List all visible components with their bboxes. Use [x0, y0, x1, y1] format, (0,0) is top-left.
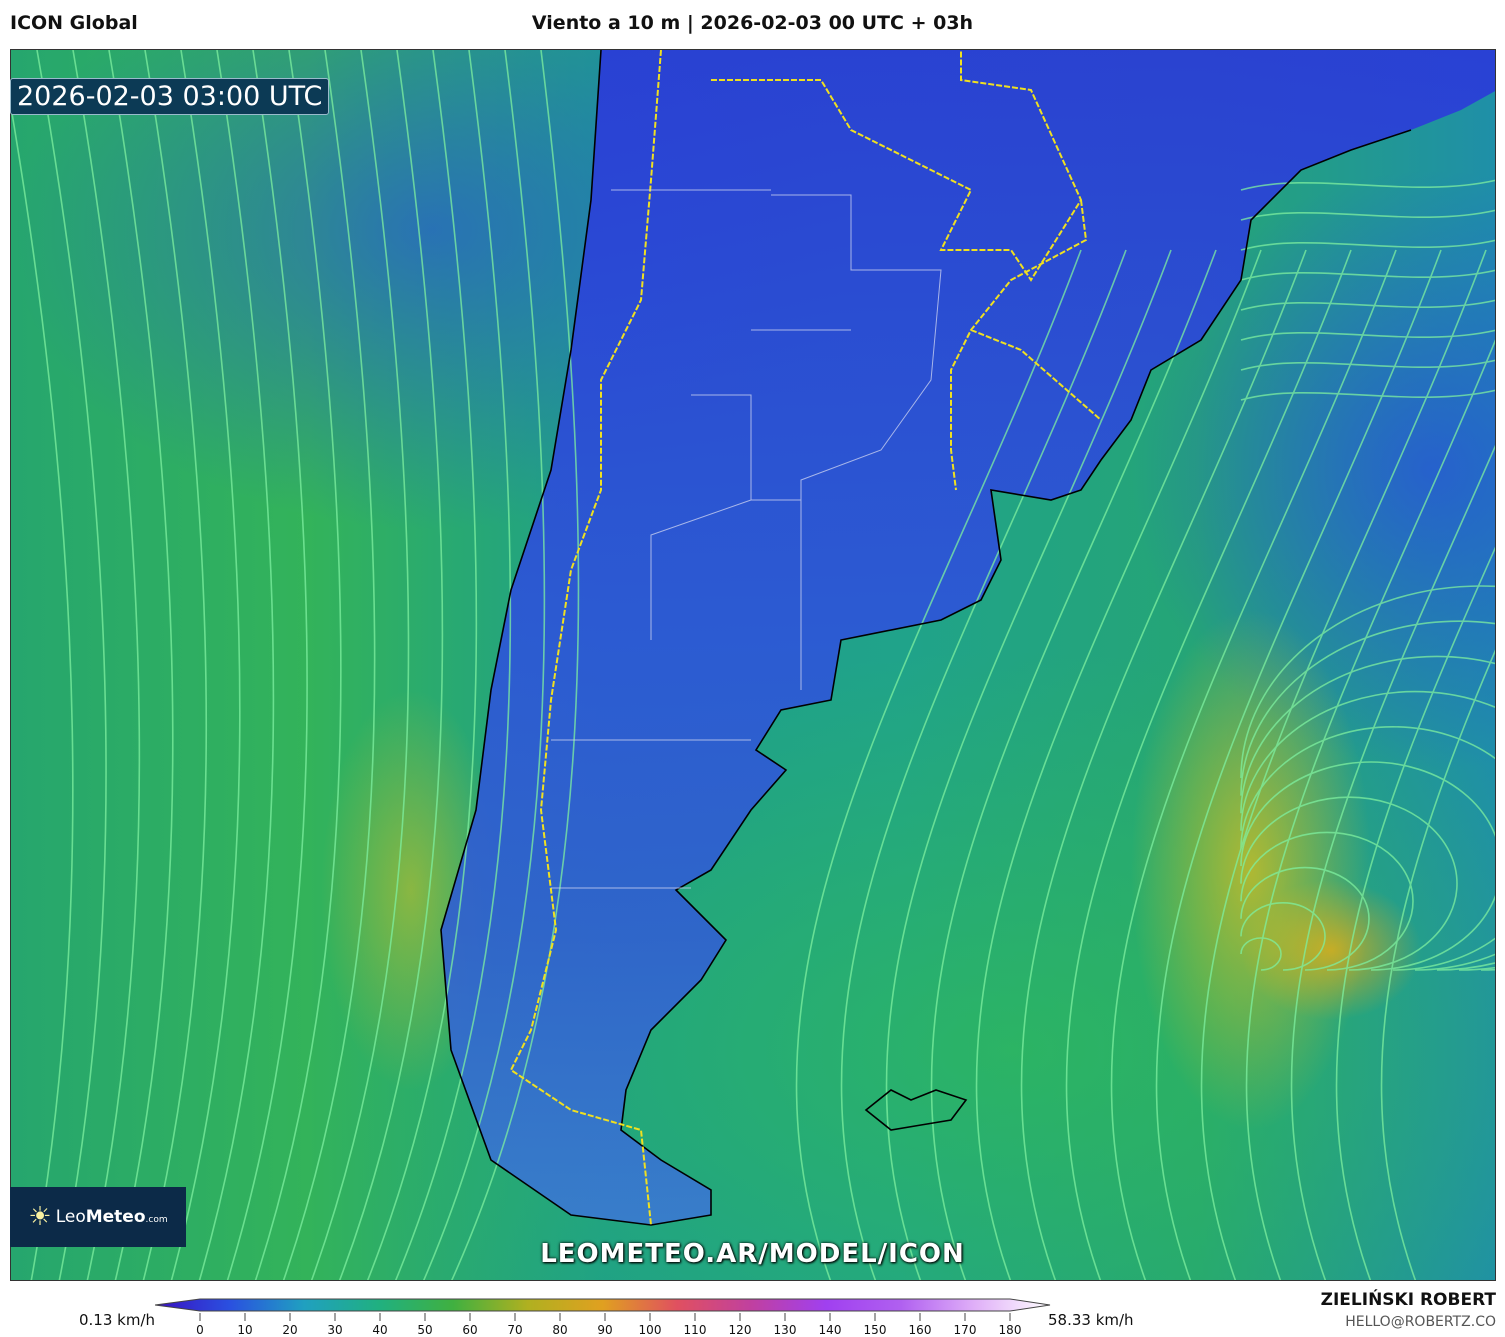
colorbar-tick-label: 50 — [417, 1323, 433, 1337]
streamline — [198, 50, 275, 1280]
streamline — [1240, 389, 1495, 401]
streamline — [1240, 937, 1282, 971]
colorbar-tick-label: 100 — [638, 1323, 662, 1337]
colorbar-tick-label: 120 — [728, 1323, 752, 1337]
streamline — [840, 249, 1127, 1280]
streamline — [1245, 339, 1495, 1280]
streamline — [1155, 249, 1442, 1280]
colorbar-tick-label: 0 — [196, 1323, 204, 1337]
colorbar-tick-label: 20 — [282, 1323, 298, 1337]
streamline — [1290, 444, 1495, 1280]
streamline — [885, 249, 1172, 1280]
colorbar-tick-label: 40 — [372, 1323, 388, 1337]
streamline — [1020, 249, 1307, 1280]
streamline — [930, 249, 1217, 1280]
colorbar-tick-label: 130 — [773, 1323, 797, 1337]
streamline — [282, 50, 376, 1280]
streamline — [795, 249, 1082, 1280]
colorbar-tick-label: 180 — [998, 1323, 1022, 1337]
valid-time-label: 2026-02-03 03:00 UTC — [10, 78, 330, 115]
streamline — [1335, 546, 1495, 1280]
map-layer — [11, 50, 1495, 1280]
streamline — [394, 50, 512, 1280]
streamline — [1240, 761, 1495, 971]
streamline — [36, 50, 107, 1280]
author-credit: ZIELIŃSKI ROBERT — [1320, 1290, 1496, 1310]
streamline — [1240, 831, 1414, 971]
streamline — [1240, 269, 1495, 281]
streamline — [72, 50, 141, 1280]
colorbar-min-label: 0.13 km/h — [79, 1311, 156, 1329]
streamline — [975, 249, 1262, 1280]
streamline — [1240, 585, 1495, 971]
streamline — [366, 50, 478, 1280]
colorbar-tick-label: 110 — [683, 1323, 707, 1337]
province-borders — [551, 189, 942, 889]
streamline — [1240, 690, 1495, 971]
streamline — [422, 50, 546, 1280]
streamline — [226, 50, 308, 1280]
logo-tld: .com — [145, 1214, 168, 1225]
leometeo-logo[interactable]: ☀ Leo Meteo .com — [10, 1187, 186, 1247]
streamline — [108, 50, 174, 1280]
streamline — [310, 50, 410, 1280]
logo-meteo: Meteo — [85, 1207, 146, 1227]
streamline — [1240, 359, 1495, 371]
colorbar-tick-label: 80 — [552, 1323, 568, 1337]
colorbar-tick-label: 160 — [908, 1323, 932, 1337]
coastline — [440, 50, 1412, 1226]
streamline — [1240, 299, 1495, 311]
colorbar-tick-label: 140 — [818, 1323, 842, 1337]
streamline — [1240, 726, 1495, 971]
model-name: ICON Global — [10, 12, 138, 34]
logo-leo: Leo — [55, 1207, 86, 1227]
falkland-islands — [864, 1089, 968, 1131]
colorbar-tick-label: 70 — [507, 1323, 523, 1337]
streamline — [1240, 796, 1458, 971]
streamline — [254, 50, 342, 1280]
colorbar-tick-label: 60 — [462, 1323, 478, 1337]
streamline — [1065, 249, 1352, 1280]
colorbar-tick-label: 10 — [237, 1323, 253, 1337]
watermark-url: LEOMETEO.AR/MODEL/ICON — [540, 1239, 965, 1269]
streamline — [1240, 239, 1495, 251]
streamline — [142, 50, 208, 1280]
streamline — [338, 50, 444, 1280]
streamline — [1240, 329, 1495, 341]
streamline — [1240, 620, 1495, 971]
streamline — [1240, 179, 1495, 191]
colorbar-tick-label: 30 — [327, 1323, 343, 1337]
colorbar-tick-label: 170 — [953, 1323, 977, 1337]
sun-icon: ☀ — [28, 1202, 52, 1232]
land-area — [441, 50, 1495, 1225]
map-title: Viento a 10 m | 2026-02-03 00 UTC + 03h — [531, 12, 974, 34]
streamline — [1380, 649, 1495, 1280]
author-email[interactable]: HELLO@ROBERTZ.CO — [1345, 1314, 1496, 1330]
colorbar-max-label: 58.33 km/h — [1048, 1311, 1134, 1329]
streamline — [1240, 209, 1495, 221]
streamline — [1240, 902, 1326, 971]
streamline — [1200, 249, 1487, 1280]
streamline — [1110, 249, 1397, 1280]
country-borders — [509, 50, 1102, 1226]
colorbar — [155, 1298, 1051, 1321]
wind-map[interactable] — [10, 49, 1496, 1281]
streamline — [451, 50, 580, 1280]
streamline — [1240, 655, 1495, 971]
streamline — [170, 50, 241, 1280]
streamline — [1240, 866, 1370, 971]
colorbar-tick-label: 90 — [597, 1323, 613, 1337]
colorbar-tick-label: 150 — [863, 1323, 887, 1337]
streamline — [11, 102, 74, 1280]
